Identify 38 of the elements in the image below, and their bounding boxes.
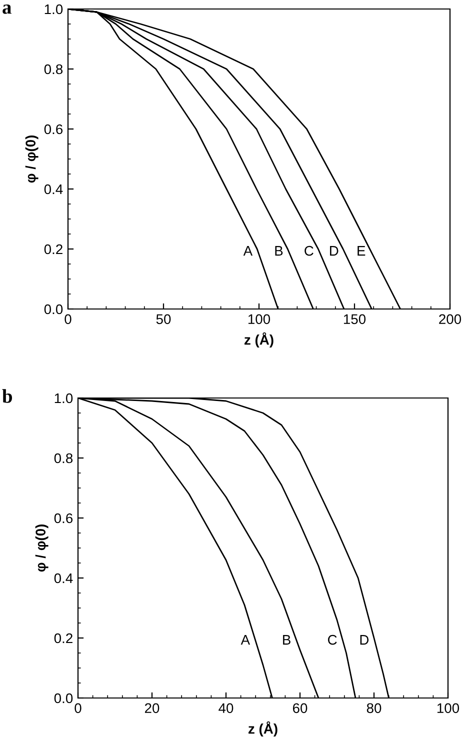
series-label: C [304,246,314,256]
x-tick-label: 100 [248,314,270,324]
y-tick-label: 0.8 [44,64,63,74]
series-label: B [275,246,283,256]
x-tick-label: 40 [218,703,234,714]
y-axis-title: φ / φ(0) [35,524,48,572]
y-tick-label: 0.4 [44,184,63,194]
x-tick-label: 100 [437,703,460,714]
series-label: A [240,635,250,645]
series-label: D [360,635,369,645]
x-tick-label: 0 [64,314,72,324]
series-label: A [243,246,253,256]
y-tick-label: 0.2 [44,244,62,254]
y-tick-label: 0.8 [54,453,73,464]
series-label: B [283,635,290,645]
y-tick-label: 0.0 [54,693,73,704]
x-tick-label: 200 [439,314,462,324]
y-tick-label: 0.2 [54,633,72,644]
x-tick-label: 150 [344,314,366,324]
x-tick-label: 80 [366,703,382,714]
y-tick-label: 0.4 [54,573,73,584]
x-tick-label: 60 [292,703,308,714]
x-tick-label: 0 [74,703,82,714]
chart-title: a [2,4,12,14]
x-tick-label: 50 [156,314,171,324]
y-tick-label: 0.0 [44,304,63,314]
y-tick-label: 1.0 [44,4,63,14]
series-label: C [328,634,337,645]
x-axis-title: z (Å) [248,721,278,737]
series-label: E [358,246,366,256]
x-axis-title: z (Å) [244,332,274,348]
y-tick-label: 0.6 [54,513,73,524]
series-label: D [330,246,338,256]
y-tick-label: 1.0 [54,393,73,404]
chart-title: b [2,389,12,403]
y-axis-title: φ / φ(0) [25,135,38,183]
x-tick-label: 20 [144,703,160,714]
y-tick-label: 0.6 [44,124,63,134]
